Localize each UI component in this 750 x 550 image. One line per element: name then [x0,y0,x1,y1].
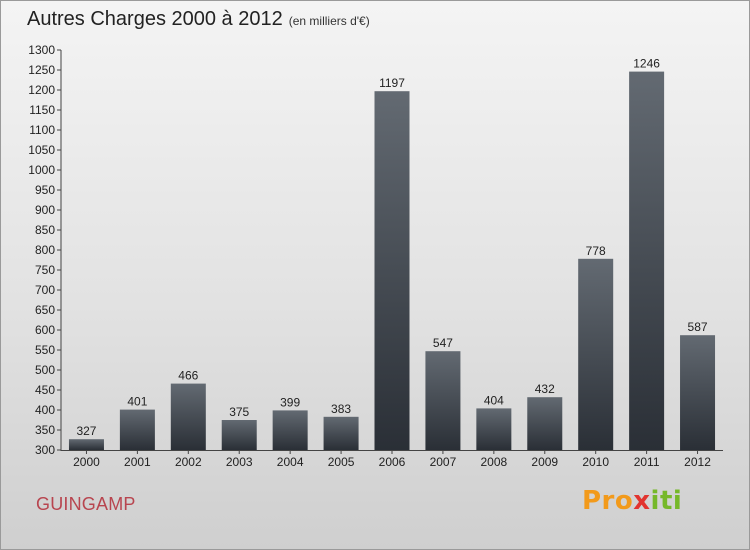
x-tick-label: 2006 [379,455,406,469]
bar-2006 [374,91,410,450]
x-tick-label: 2000 [73,455,100,469]
bar-value-label: 547 [433,336,453,350]
logo-part-2: x [633,486,651,516]
x-tick-label: 2009 [531,455,558,469]
chart-subtitle: (en milliers d'€) [288,14,370,28]
logo-part-1: Pro [582,486,634,516]
y-tick-label: 650 [35,303,55,317]
bar-value-label: 778 [586,244,606,258]
x-axis-labels: 2000 2001 2002 2003 2004 2005 2006 2007 2008 2009… [73,450,711,469]
y-tick-label: 1050 [28,143,55,157]
bar-value-label: 404 [484,393,504,407]
bar-value-label: 466 [178,369,198,383]
bar-value-label: 401 [127,395,147,409]
y-tick-label: 300 [35,443,55,457]
y-tick-label: 950 [35,183,55,197]
logo-part-3: iti [650,486,683,516]
y-tick-label: 800 [35,243,55,257]
y-tick-label: 900 [35,203,55,217]
y-tick-label: 1000 [28,163,55,177]
y-tick-label: 1300 [28,43,55,57]
x-tick-label: 2008 [480,455,507,469]
y-tick-label: 700 [35,283,55,297]
city-name: GUINGAMP [36,494,136,514]
bar-value-label: 399 [280,395,300,409]
y-axis-ticks: 300 350 400 450 500 550 600 650 700 750 800 850 900 9… [28,43,61,457]
y-tick-label: 1250 [28,63,55,77]
y-tick-label: 350 [35,423,55,437]
bar-value-label: 587 [688,320,708,334]
x-tick-label: 2002 [175,455,202,469]
bar-value-label: 1246 [633,57,660,71]
bar-value-label: 327 [76,424,96,438]
bar-2005 [323,416,359,450]
bar-2010 [578,258,614,450]
y-tick-label: 450 [35,383,55,397]
y-tick-label: 1100 [29,123,55,137]
y-tick-label: 550 [35,343,55,357]
x-tick-label: 2007 [430,455,457,469]
x-tick-label: 2004 [277,455,304,469]
bar-2002 [170,383,206,450]
x-tick-label: 2003 [226,455,253,469]
bar-2008 [476,408,512,450]
x-tick-label: 2012 [684,455,711,469]
bar-value-label: 375 [229,405,249,419]
bar-2003 [221,420,257,450]
y-tick-label: 400 [35,403,55,417]
x-tick-label: 2005 [328,455,355,469]
bar-2004 [272,410,308,450]
bar-value-label: 432 [535,382,555,396]
y-tick-label: 850 [35,223,55,237]
x-tick-label: 2011 [634,455,660,469]
y-tick-label: 600 [35,323,55,337]
bar-2000 [68,439,104,450]
bar-2011 [629,71,665,450]
chart-title: Autres Charges 2000 à 2012 (en milliers d… [27,8,370,31]
x-tick-label: 2001 [124,455,151,469]
proxiti-logo[interactable]: Proxiti [582,486,682,516]
y-tick-label: 1200 [28,83,55,97]
bar-2009 [527,397,563,450]
bar-value-label: 1197 [379,76,405,90]
y-tick-label: 750 [35,263,55,277]
x-tick-label: 2010 [582,455,609,469]
chart-title-text: Autres Charges 2000 à 2012 [27,8,283,30]
bar-series: 327 401 466 375 399 383 1197 547 404 432 778 1246 58… [68,57,716,450]
bar-2012 [680,335,716,450]
y-tick-label: 500 [35,363,55,377]
bar-value-label: 383 [331,402,351,416]
y-tick-label: 1150 [29,103,55,117]
bar-2001 [119,409,155,450]
bar-2007 [425,351,461,450]
